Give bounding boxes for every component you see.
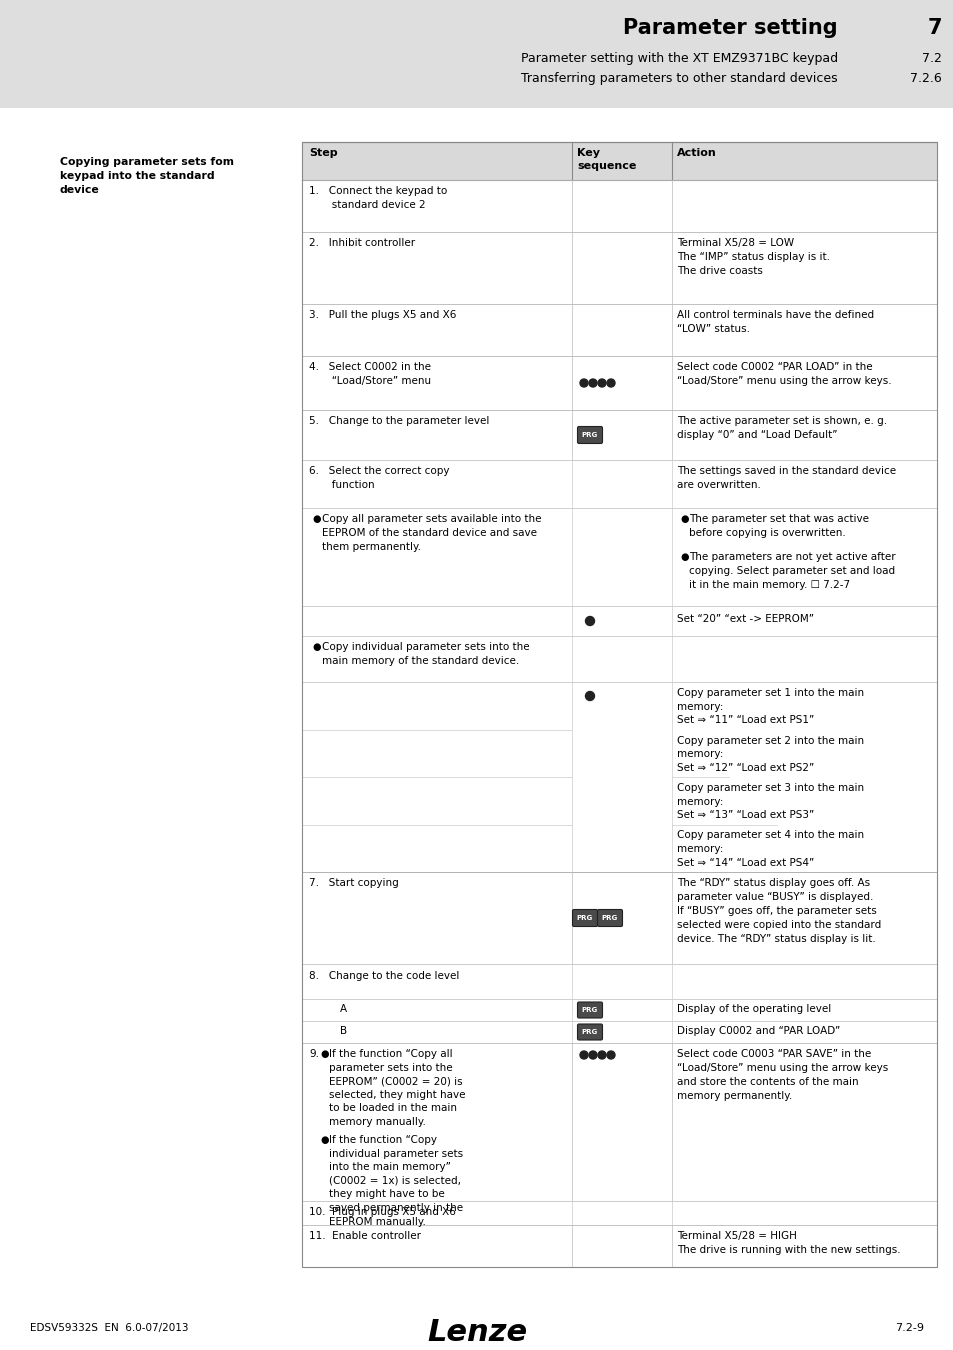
Text: The active parameter set is shown, e. g.
display “0” and “Load Default”: The active parameter set is shown, e. g.… — [677, 416, 886, 440]
Text: 6.   Select the correct copy
       function: 6. Select the correct copy function — [309, 466, 449, 490]
Circle shape — [579, 379, 587, 387]
Text: Terminal X5/28 = HIGH
The drive is running with the new settings.: Terminal X5/28 = HIGH The drive is runni… — [677, 1231, 900, 1256]
FancyBboxPatch shape — [577, 1025, 602, 1040]
Circle shape — [598, 1052, 605, 1058]
Text: Copy parameter set 3 into the main
memory:
Set ⇒ “13” “Load ext PS3”: Copy parameter set 3 into the main memor… — [677, 783, 863, 821]
FancyBboxPatch shape — [572, 910, 597, 926]
Text: EDSV59332S  EN  6.0-07/2013: EDSV59332S EN 6.0-07/2013 — [30, 1323, 189, 1332]
Text: ●: ● — [319, 1049, 328, 1058]
Text: Terminal X5/28 = LOW
The “IMP” status display is it.
The drive coasts: Terminal X5/28 = LOW The “IMP” status di… — [677, 238, 829, 275]
Text: Key
sequence: Key sequence — [577, 148, 636, 171]
Text: PRG: PRG — [581, 432, 598, 437]
Text: 9.: 9. — [309, 1049, 318, 1058]
Circle shape — [588, 379, 597, 387]
Text: Copy parameter set 2 into the main
memory:
Set ⇒ “12” “Load ext PS2”: Copy parameter set 2 into the main memor… — [677, 736, 863, 772]
Text: The parameter set that was active
before copying is overwritten.: The parameter set that was active before… — [688, 514, 868, 539]
Text: If the function “Copy all
parameter sets into the
EEPROM” (C0002 = 20) is
select: If the function “Copy all parameter sets… — [329, 1049, 465, 1127]
Text: PRG: PRG — [601, 915, 618, 921]
Text: ●: ● — [679, 514, 688, 524]
Text: Parameter setting with the XT EMZ9371BC keypad: Parameter setting with the XT EMZ9371BC … — [520, 53, 837, 65]
Circle shape — [606, 1052, 615, 1058]
Text: The parameters are not yet active after
copying. Select parameter set and load
i: The parameters are not yet active after … — [688, 552, 895, 590]
Bar — [302, 142, 936, 1268]
Text: The settings saved in the standard device
are overwritten.: The settings saved in the standard devic… — [677, 466, 895, 490]
Text: Copying parameter sets fom
keypad into the standard
device: Copying parameter sets fom keypad into t… — [60, 157, 233, 194]
Text: 7: 7 — [926, 18, 941, 38]
Text: 11.  Enable controller: 11. Enable controller — [309, 1231, 420, 1241]
Text: A: A — [339, 1004, 347, 1014]
Text: Transferring parameters to other standard devices: Transferring parameters to other standar… — [521, 72, 837, 85]
Text: Display of the operating level: Display of the operating level — [677, 1004, 830, 1014]
Text: Copy parameter set 1 into the main
memory:
Set ⇒ “11” “Load ext PS1”: Copy parameter set 1 into the main memor… — [677, 688, 863, 725]
Text: 2.   Inhibit controller: 2. Inhibit controller — [309, 238, 415, 248]
Text: Copy all parameter sets available into the
EEPROM of the standard device and sav: Copy all parameter sets available into t… — [322, 514, 541, 552]
Text: 7.2.6: 7.2.6 — [909, 72, 941, 85]
Text: Parameter setting: Parameter setting — [622, 18, 837, 38]
Text: 1.   Connect the keypad to
       standard device 2: 1. Connect the keypad to standard device… — [309, 186, 447, 211]
FancyBboxPatch shape — [577, 427, 602, 444]
Text: Copy parameter set 4 into the main
memory:
Set ⇒ “14” “Load ext PS4”: Copy parameter set 4 into the main memor… — [677, 830, 863, 868]
Text: 8.   Change to the code level: 8. Change to the code level — [309, 971, 459, 981]
Bar — [0, 0, 953, 108]
Text: PRG: PRG — [581, 1029, 598, 1035]
Circle shape — [585, 691, 594, 701]
Text: 7.   Start copying: 7. Start copying — [309, 878, 398, 888]
Text: PRG: PRG — [581, 1007, 598, 1012]
Text: 5.   Change to the parameter level: 5. Change to the parameter level — [309, 416, 489, 427]
Circle shape — [588, 1052, 597, 1058]
FancyBboxPatch shape — [577, 1002, 602, 1018]
Text: Display C0002 and “PAR LOAD”: Display C0002 and “PAR LOAD” — [677, 1026, 840, 1035]
Circle shape — [606, 379, 615, 387]
Text: 7.2: 7.2 — [922, 53, 941, 65]
Text: ●: ● — [312, 643, 320, 652]
Text: Action: Action — [677, 148, 716, 158]
Bar — [302, 142, 936, 1268]
Text: Select code C0002 “PAR LOAD” in the
“Load/Store” menu using the arrow keys.: Select code C0002 “PAR LOAD” in the “Loa… — [677, 362, 891, 386]
Text: 10.  Plug in plugs X5 and X6: 10. Plug in plugs X5 and X6 — [309, 1207, 456, 1216]
Text: Step: Step — [309, 148, 337, 158]
Bar — [302, 142, 936, 180]
Text: 3.   Pull the plugs X5 and X6: 3. Pull the plugs X5 and X6 — [309, 310, 456, 320]
Text: Select code C0003 “PAR SAVE” in the
“Load/Store” menu using the arrow keys
and s: Select code C0003 “PAR SAVE” in the “Loa… — [677, 1049, 887, 1102]
Text: The “RDY” status display goes off. As
parameter value “BUSY” is displayed.
If “B: The “RDY” status display goes off. As pa… — [677, 878, 881, 944]
Text: Lenze: Lenze — [427, 1318, 526, 1347]
Circle shape — [579, 1052, 587, 1058]
Text: All control terminals have the defined
“LOW” status.: All control terminals have the defined “… — [677, 310, 873, 333]
Text: ●: ● — [319, 1135, 328, 1145]
Text: ●: ● — [312, 514, 320, 524]
Circle shape — [598, 379, 605, 387]
Text: If the function “Copy
individual parameter sets
into the main memory”
(C0002 = 1: If the function “Copy individual paramet… — [329, 1135, 462, 1227]
Circle shape — [585, 617, 594, 625]
Text: ●: ● — [679, 552, 688, 562]
Text: Set “20” “ext -> EEPROM”: Set “20” “ext -> EEPROM” — [677, 614, 813, 624]
Text: PRG: PRG — [577, 915, 593, 921]
Text: Copy individual parameter sets into the
main memory of the standard device.: Copy individual parameter sets into the … — [322, 643, 529, 666]
Text: B: B — [339, 1026, 347, 1035]
FancyBboxPatch shape — [597, 910, 622, 926]
Text: 7.2-9: 7.2-9 — [894, 1323, 923, 1332]
Text: 4.   Select C0002 in the
       “Load/Store” menu: 4. Select C0002 in the “Load/Store” menu — [309, 362, 431, 386]
